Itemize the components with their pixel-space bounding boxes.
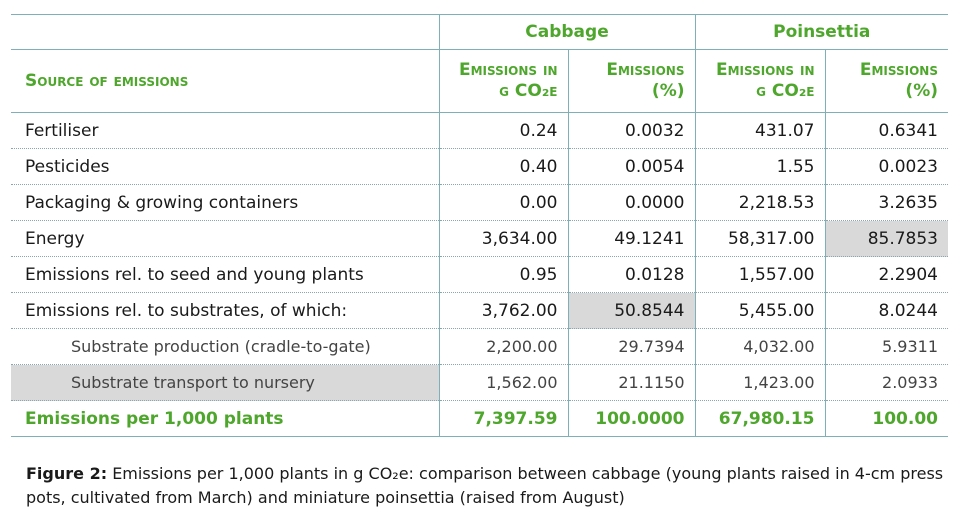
cell-poinsettia-pct: 8.0244: [824, 292, 948, 329]
cell-poinsettia-g: 1.55: [694, 148, 825, 185]
header-cabbage-g: Emissions in g CO₂e: [438, 49, 568, 113]
cell-cabbage-pct: 29.7394: [567, 328, 695, 365]
emissions-table-container: Cabbage Poinsettia Source of emissions E…: [11, 14, 948, 437]
cell-cabbage-g: 3,634.00: [438, 220, 568, 257]
group-cabbage: Cabbage: [438, 14, 695, 50]
cell-cabbage-pct: 21.1150: [567, 364, 695, 401]
row-label-highlighted: Substrate transport to nursery: [11, 364, 439, 401]
cell-poinsettia-pct: 3.2635: [824, 184, 948, 221]
header-cabbage-g-line2: g CO₂e: [499, 81, 558, 101]
cell-cabbage-g: 0.95: [438, 256, 568, 293]
caption-figure-label: Figure 2:: [26, 464, 108, 483]
header-cabbage-pct-line1: Emissions: [606, 60, 685, 80]
total-cabbage-pct: 100.0000: [567, 400, 695, 437]
cell-poinsettia-pct: 2.0933: [824, 364, 948, 401]
cell-poinsettia-g: 1,423.00: [694, 364, 825, 401]
header-cabbage-g-line1: Emissions in: [458, 60, 558, 80]
header-poinsettia-pct-line1: Emissions: [859, 60, 938, 80]
caption-text: Emissions per 1,000 plants in g CO₂e: co…: [26, 464, 944, 507]
group-header-row: Cabbage Poinsettia: [11, 14, 948, 50]
figure-caption: Figure 2: Emissions per 1,000 plants in …: [26, 462, 956, 510]
cell-poinsettia-g: 431.07: [694, 112, 825, 149]
cell-cabbage-g: 0.40: [438, 148, 568, 185]
row-label: Emissions rel. to substrates, of which:: [11, 292, 439, 329]
row-label: Pesticides: [11, 148, 439, 185]
row-label: Fertiliser: [11, 112, 439, 149]
column-header-row: Source of emissions Emissions in g CO₂e …: [11, 49, 948, 113]
total-poinsettia-pct: 100.00: [824, 400, 948, 437]
header-cabbage-pct: Emissions (%): [567, 49, 695, 113]
cell-cabbage-pct: 49.1241: [567, 220, 695, 257]
cell-poinsettia-pct: 0.0023: [824, 148, 948, 185]
cell-poinsettia-g: 5,455.00: [694, 292, 825, 329]
cell-cabbage-pct: 0.0000: [567, 184, 695, 221]
cell-poinsettia-g: 4,032.00: [694, 328, 825, 365]
cell-cabbage-g: 1,562.00: [438, 364, 568, 401]
row-label: Emissions rel. to seed and young plants: [11, 256, 439, 293]
cell-cabbage-pct: 0.0032: [567, 112, 695, 149]
header-cabbage-pct-line2: (%): [651, 81, 685, 101]
row-label: Substrate production (cradle-to-gate): [11, 328, 439, 365]
table-row: Fertiliser 0.24 0.0032 431.07 0.6341: [11, 112, 948, 149]
total-poinsettia-g: 67,980.15: [694, 400, 825, 437]
cell-poinsettia-pct: 2.2904: [824, 256, 948, 293]
cell-cabbage-pct: 0.0054: [567, 148, 695, 185]
cell-poinsettia-pct: 0.6341: [824, 112, 948, 149]
table-row-sub: Substrate transport to nursery 1,562.00 …: [11, 364, 948, 401]
header-poinsettia-g-line2: g CO₂e: [756, 81, 815, 101]
cell-poinsettia-g: 2,218.53: [694, 184, 825, 221]
cell-poinsettia-g: 1,557.00: [694, 256, 825, 293]
header-source: Source of emissions: [25, 70, 189, 91]
total-label: Emissions per 1,000 plants: [11, 400, 439, 437]
cell-poinsettia-pct-highlighted: 85.7853: [824, 220, 948, 257]
table-row-sub: Substrate production (cradle-to-gate) 2,…: [11, 328, 948, 365]
emissions-table: Cabbage Poinsettia Source of emissions E…: [11, 14, 948, 437]
cell-cabbage-g: 3,762.00: [438, 292, 568, 329]
cell-cabbage-g: 0.24: [438, 112, 568, 149]
header-poinsettia-g: Emissions in g CO₂e: [694, 49, 825, 113]
total-cabbage-g: 7,397.59: [438, 400, 568, 437]
cell-cabbage-pct: 0.0128: [567, 256, 695, 293]
header-poinsettia-g-line1: Emissions in: [715, 60, 815, 80]
table-row: Pesticides 0.40 0.0054 1.55 0.0023: [11, 148, 948, 185]
header-poinsettia-pct: Emissions (%): [824, 49, 948, 113]
table-row: Emissions rel. to substrates, of which: …: [11, 292, 948, 329]
group-spacer: [11, 15, 439, 50]
total-row: Emissions per 1,000 plants 7,397.59 100.…: [11, 400, 948, 437]
cell-poinsettia-g: 58,317.00: [694, 220, 825, 257]
group-poinsettia: Poinsettia: [694, 14, 948, 50]
row-label: Packaging & growing containers: [11, 184, 439, 221]
table-row: Energy 3,634.00 49.1241 58,317.00 85.785…: [11, 220, 948, 257]
table-row: Packaging & growing containers 0.00 0.00…: [11, 184, 948, 221]
header-poinsettia-pct-line2: (%): [905, 81, 938, 101]
row-label: Energy: [11, 220, 439, 257]
table-row: Emissions rel. to seed and young plants …: [11, 256, 948, 293]
cell-cabbage-g: 0.00: [438, 184, 568, 221]
cell-cabbage-pct-highlighted: 50.8544: [567, 292, 695, 329]
cell-cabbage-g: 2,200.00: [438, 328, 568, 365]
cell-poinsettia-pct: 5.9311: [824, 328, 948, 365]
